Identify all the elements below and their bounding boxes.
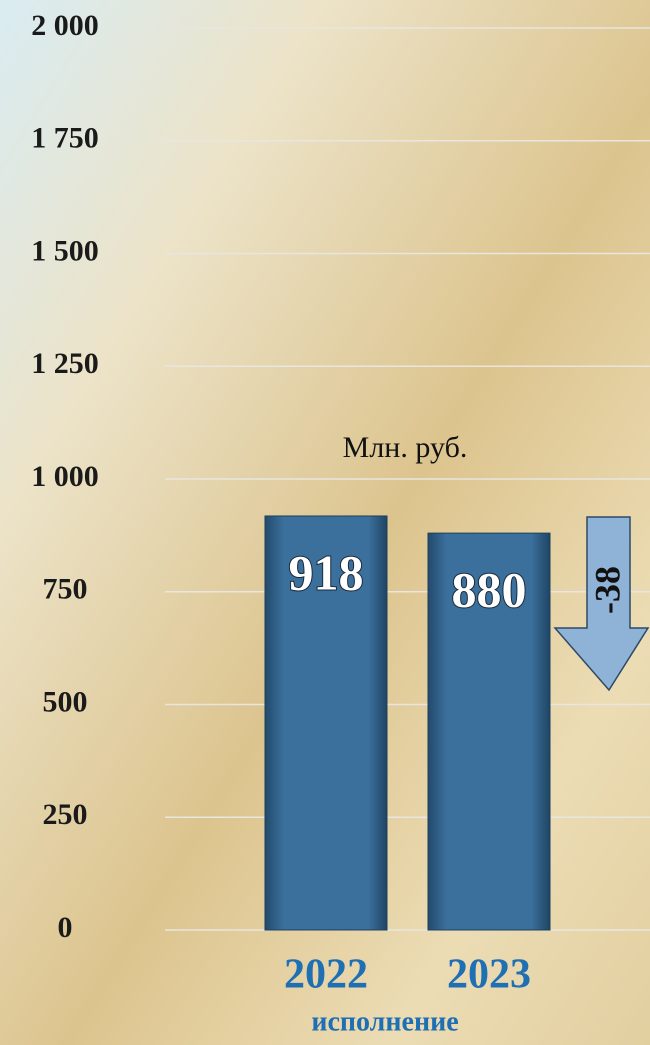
value-label: 918: [289, 544, 364, 600]
y-tick-label: 250: [43, 798, 88, 831]
bar: [427, 532, 551, 931]
y-tick-label: 0: [58, 911, 73, 944]
change-arrow: [553, 516, 650, 692]
x-tick-label: 2022: [284, 952, 368, 998]
y-tick-label: 500: [43, 685, 88, 718]
change-annotation: -38: [587, 566, 627, 614]
unit-label: Млн. руб.: [343, 431, 468, 464]
y-tick-label: 2 000: [31, 9, 99, 42]
x-tick-label: 2023: [447, 952, 531, 998]
bar: [264, 515, 388, 931]
y-tick-label: 1 000: [31, 460, 99, 493]
subtitle: исполнение: [311, 1006, 458, 1037]
y-tick-label: 1 750: [31, 122, 99, 155]
y-tick-label: 1 250: [31, 347, 99, 380]
y-tick-label: 1 500: [31, 234, 99, 267]
value-label: 880: [452, 562, 527, 618]
y-tick-label: 750: [43, 573, 88, 606]
